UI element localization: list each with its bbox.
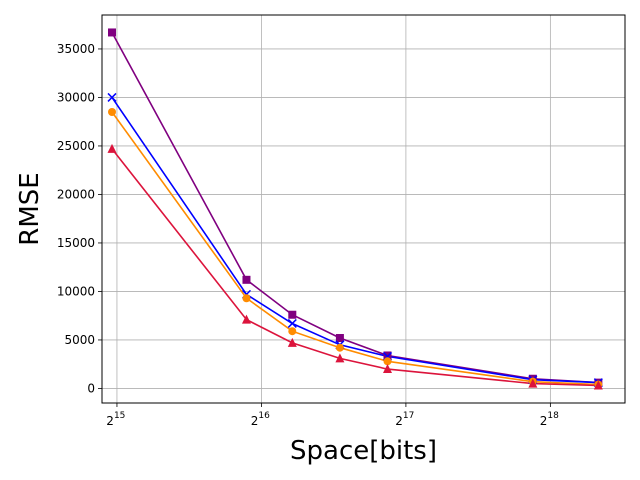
- y-tick-label: 0: [87, 381, 95, 395]
- plot-area-frame: [101, 14, 626, 404]
- data-point-s1-0: [107, 92, 117, 102]
- x-tick-label: 2 16: [251, 411, 270, 428]
- x-tick-exponent: 16: [258, 411, 270, 421]
- y-tick-label: 35000: [57, 42, 95, 56]
- x-tick-base: 2: [106, 414, 114, 428]
- x-tick-label: 2 15: [106, 411, 125, 428]
- x-tick-base: 2: [395, 414, 403, 428]
- data-point-s2-0: [108, 108, 117, 116]
- data-point-s0-1: [242, 275, 251, 284]
- x-tick-exponent: 15: [114, 411, 125, 421]
- data-point-s0-2: [288, 310, 297, 319]
- x-tick-exponent: 17: [403, 411, 414, 421]
- data-point-s3-2: [287, 337, 297, 347]
- y-axis-title: RMSE: [15, 172, 45, 245]
- series-line-3: [111, 148, 599, 387]
- data-point-s3-4: [383, 364, 393, 374]
- data-point-s3-3: [335, 353, 345, 363]
- data-point-s0-0: [108, 28, 117, 37]
- data-point-s1-2: [287, 318, 297, 328]
- x-tick-label: 2 18: [540, 411, 559, 428]
- grid: [102, 15, 625, 403]
- data-point-s2-4: [383, 357, 392, 366]
- data-point-s3-5: [528, 378, 538, 388]
- x-tick-exponent: 18: [547, 411, 559, 421]
- x-axis-title: Space[bits]: [290, 436, 437, 466]
- y-tick-label: 30000: [57, 90, 95, 104]
- y-tick-label: 15000: [57, 236, 95, 250]
- series-markers: [107, 28, 603, 390]
- x-tick-base: 2: [251, 414, 259, 428]
- x-tick-base: 2: [540, 414, 548, 428]
- x-tick-label: 2 17: [395, 411, 414, 428]
- data-point-s3-6: [593, 380, 603, 390]
- y-tick-label: 25000: [57, 139, 95, 153]
- data-point-s0-3: [335, 334, 344, 343]
- data-point-s2-1: [242, 294, 251, 303]
- data-point-s2-2: [288, 327, 297, 336]
- y-tick-label: 10000: [57, 284, 95, 298]
- data-point-s3-0: [107, 143, 117, 153]
- y-tick-label: 20000: [57, 187, 95, 201]
- data-point-s2-3: [335, 343, 344, 352]
- series-lines: [111, 32, 599, 387]
- y-tick-label: 5000: [64, 333, 95, 347]
- series-line-0: [111, 32, 599, 384]
- data-point-s3-1: [241, 314, 251, 324]
